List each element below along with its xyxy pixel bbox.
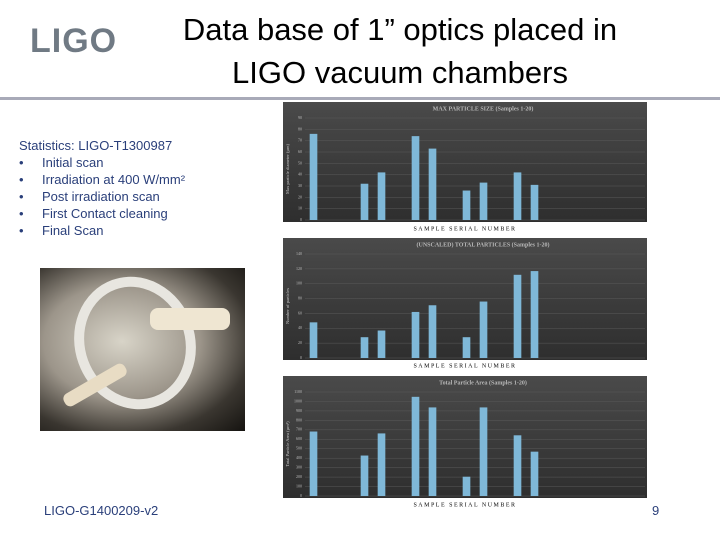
chart-title: Total Particle Area (Samples 1-20): [439, 379, 527, 386]
y-tick-label: 20: [298, 194, 302, 199]
slide-title: Data base of 1” optics placed in LIGO va…: [130, 8, 670, 94]
y-tick-label: 70: [298, 138, 302, 143]
bar: [309, 322, 318, 358]
bar: [428, 148, 437, 220]
bar: [462, 190, 471, 220]
y-tick-label: 800: [296, 417, 302, 422]
bar: [360, 337, 369, 358]
bar: [479, 301, 488, 358]
bar: [530, 451, 539, 496]
bar: [428, 305, 437, 358]
footer-id: LIGO-G1400209-v2: [44, 503, 159, 518]
y-tick-label: 60: [298, 310, 302, 315]
bar: [411, 396, 420, 496]
y-tick-label: 120: [296, 266, 302, 271]
stats-title: Statistics: LIGO-T1300987: [19, 138, 173, 153]
y-tick-label: 700: [296, 427, 302, 432]
y-tick-label: 100: [296, 281, 302, 286]
y-tick-label: 50: [298, 160, 302, 165]
y-axis-label: Total Particle Area (µm²): [285, 421, 290, 467]
bullet: Final Scan: [19, 222, 185, 239]
logo: LIGO: [30, 22, 118, 60]
chart-title: MAX PARTICLE SIZE (Samples 1-20): [433, 105, 534, 112]
bar: [309, 133, 318, 220]
y-tick-label: 200: [296, 474, 302, 479]
bullet: Post irradiation scan: [19, 188, 185, 205]
bar: [411, 136, 420, 220]
y-tick-label: 0: [300, 355, 302, 360]
chart-title: (UNSCALED) TOTAL PARTICLES (Samples 1-20…: [416, 241, 549, 248]
y-tick-label: 0: [300, 217, 302, 222]
bar: [513, 172, 522, 220]
x-axis-label: SAMPLE SERIAL NUMBER: [413, 226, 516, 232]
bar: [530, 184, 539, 220]
bullet: Initial scan: [19, 154, 185, 171]
y-tick-label: 40: [298, 172, 302, 177]
y-tick-label: 900: [296, 408, 302, 413]
bullet: Irradiation at 400 W/mm²: [19, 171, 185, 188]
y-tick-label: 10: [298, 206, 302, 211]
y-tick-label: 100: [296, 483, 302, 488]
holder: [150, 308, 230, 330]
bar: [377, 330, 386, 358]
bar: [462, 476, 471, 496]
y-tick-label: 300: [296, 465, 302, 470]
bar: [479, 182, 488, 220]
optic-drawing: [63, 276, 230, 410]
y-tick-label: 500: [296, 446, 302, 451]
bar: [479, 407, 488, 496]
title-line: LIGO vacuum chambers: [232, 55, 568, 90]
bar: [530, 271, 539, 358]
y-tick-label: 90: [298, 115, 302, 120]
y-tick-label: 80: [298, 295, 302, 300]
page-number: 9: [652, 503, 660, 518]
bullet-list: Initial scanIrradiation at 400 W/mm²Post…: [19, 154, 185, 239]
bar: [377, 433, 386, 496]
x-axis-label: SAMPLE SERIAL NUMBER: [413, 502, 516, 508]
bar: [360, 455, 369, 496]
bar: [360, 183, 369, 220]
holder: [63, 363, 127, 407]
bar: [513, 435, 522, 496]
y-tick-label: 600: [296, 436, 302, 441]
y-tick-label: 30: [298, 183, 302, 188]
y-tick-label: 1000: [294, 398, 302, 403]
y-tick-label: 80: [298, 126, 302, 131]
bar: [513, 274, 522, 358]
y-tick-label: 140: [296, 251, 302, 256]
bar: [377, 172, 386, 220]
optic-photo: [40, 268, 245, 431]
y-tick-label: 0: [300, 493, 302, 498]
bar: [428, 407, 437, 496]
y-tick-label: 40: [298, 325, 302, 330]
y-tick-label: 1100: [294, 389, 302, 394]
bullet: First Contact cleaning: [19, 205, 185, 222]
stats-block: Statistics: LIGO-T1300987 Initial scanIr…: [19, 137, 185, 239]
y-tick-label: 60: [298, 149, 302, 154]
divider: [0, 97, 720, 100]
bar: [462, 337, 471, 358]
y-tick-label: 20: [298, 340, 302, 345]
bar: [309, 431, 318, 496]
title-line: Data base of 1” optics placed in: [182, 12, 618, 47]
y-axis-label: Number of particles: [285, 288, 290, 324]
x-axis-label: SAMPLE SERIAL NUMBER: [413, 363, 516, 369]
y-tick-label: 400: [296, 455, 302, 460]
bar: [411, 311, 420, 358]
y-axis-label: Max particle diameter (µm): [285, 144, 290, 194]
